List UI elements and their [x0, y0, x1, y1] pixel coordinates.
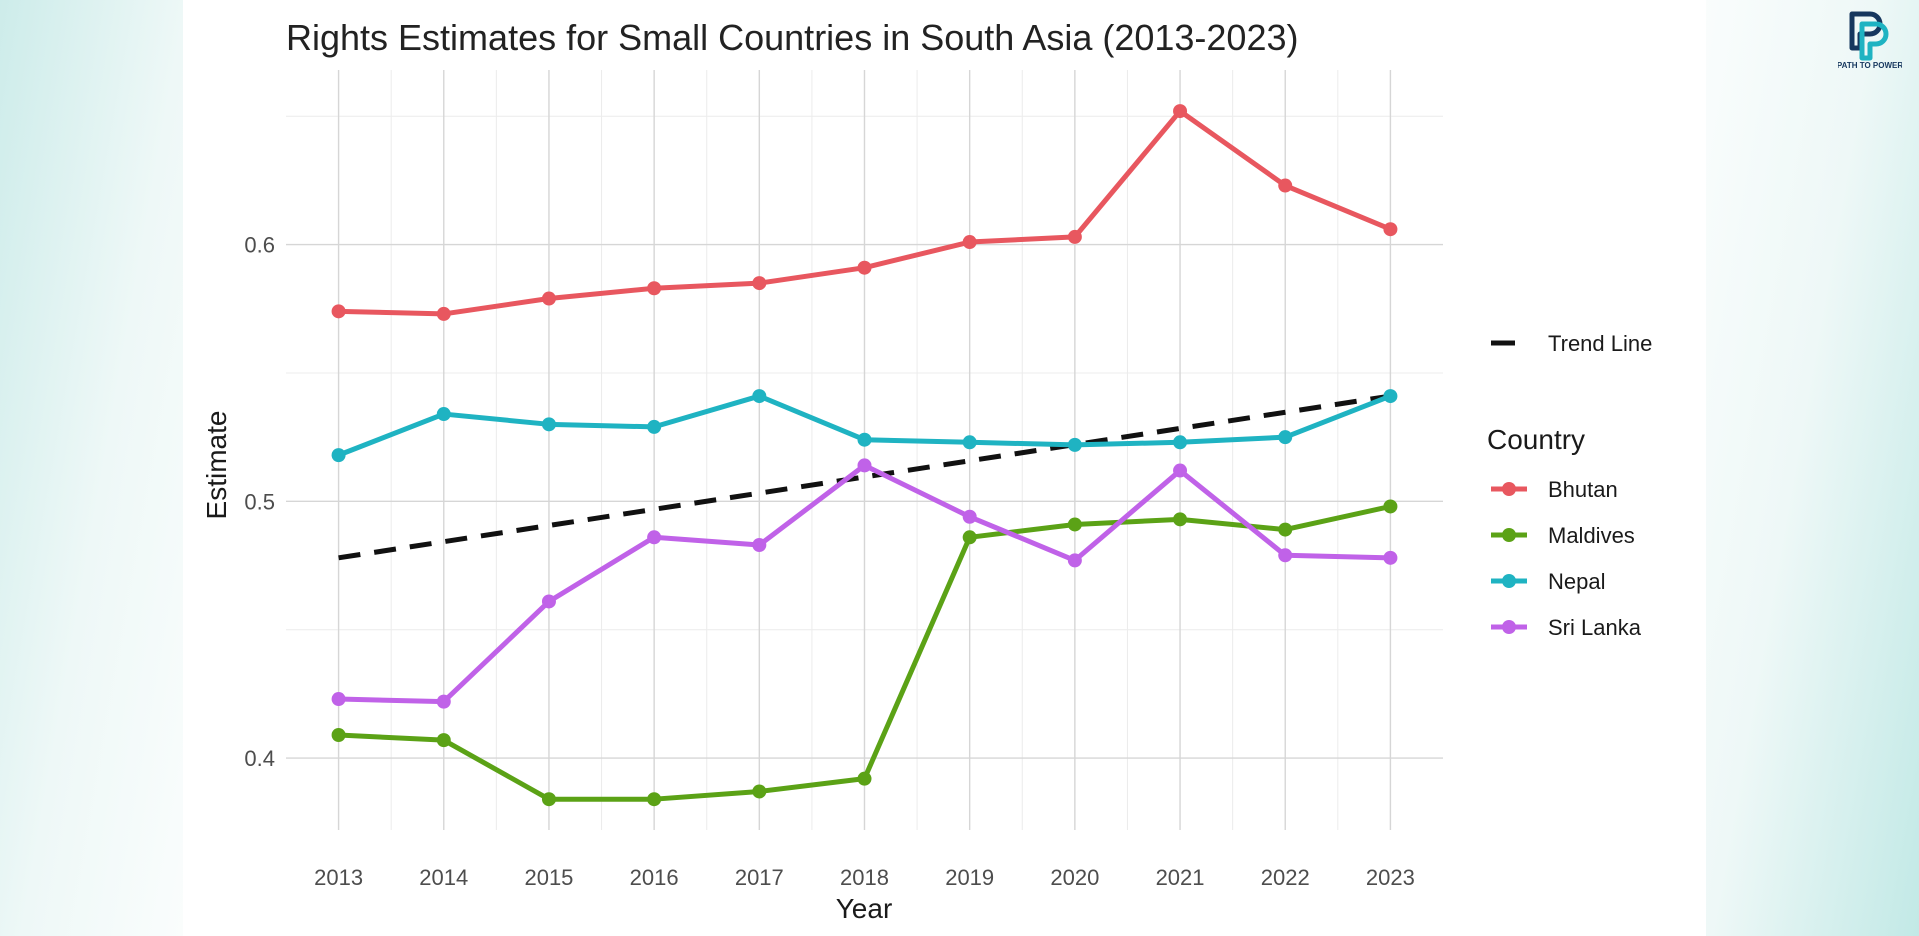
data-point-sri-lanka [1173, 463, 1188, 478]
series-layer [331, 104, 1398, 807]
x-tick-label: 2021 [1156, 865, 1205, 890]
legend-key-dot-bhutan [1502, 482, 1516, 496]
data-point-nepal [1173, 435, 1188, 450]
x-tick-label: 2015 [524, 865, 573, 890]
x-tick-label: 2019 [945, 865, 994, 890]
data-point-sri-lanka [752, 538, 767, 552]
data-point-sri-lanka [962, 509, 977, 524]
data-point-sri-lanka [1278, 548, 1293, 563]
data-point-maldives [857, 771, 872, 786]
legend-items: Bhutan Maldives Nepal Sri Lanka [1491, 477, 1642, 640]
series-sri-lanka [331, 458, 1398, 709]
data-point-nepal [857, 432, 872, 447]
chart-title: Rights Estimates for Small Countries in … [286, 17, 1298, 58]
data-point-nepal [1067, 437, 1082, 452]
data-point-maldives [1067, 517, 1082, 532]
data-point-bhutan [1383, 222, 1398, 237]
y-tick-label: 0.4 [244, 746, 275, 771]
data-point-nepal [436, 407, 451, 422]
data-point-sri-lanka [436, 694, 451, 709]
data-point-nepal [331, 448, 346, 463]
x-tick-label: 2018 [840, 865, 889, 890]
logo-mark-back [1859, 21, 1889, 61]
data-point-maldives [1278, 522, 1293, 537]
data-point-nepal [1383, 389, 1398, 404]
data-point-maldives [436, 733, 451, 748]
data-point-bhutan [962, 235, 977, 250]
data-point-bhutan [857, 260, 872, 275]
y-tick-label: 0.5 [244, 489, 275, 514]
data-point-sri-lanka [857, 458, 872, 473]
legend-label-maldives: Maldives [1548, 523, 1635, 548]
data-point-maldives [752, 784, 767, 799]
data-point-maldives [1383, 499, 1398, 514]
data-point-bhutan [541, 291, 556, 306]
data-point-nepal [541, 417, 556, 432]
data-point-bhutan [1278, 178, 1293, 193]
series-bhutan [331, 104, 1398, 321]
y-axis-title: Estimate [201, 411, 232, 520]
data-point-maldives [647, 792, 662, 807]
chart: 2013 2014 2015 2016 2017 2018 2019 2020 2021 2022… [201, 17, 1652, 924]
data-point-maldives [1173, 512, 1188, 527]
x-tick-label: 2023 [1366, 865, 1415, 890]
x-tick-label: 2016 [630, 865, 679, 890]
data-point-sri-lanka [1067, 553, 1082, 568]
path-to-power-logo: PATH TO POWER [1838, 11, 1902, 70]
legend-label-bhutan: Bhutan [1548, 477, 1618, 502]
y-tick-label: 0.6 [244, 233, 275, 258]
data-point-sri-lanka [541, 594, 556, 609]
x-tick-label: 2020 [1050, 865, 1099, 890]
x-axis-title: Year [836, 893, 893, 924]
data-point-maldives [541, 792, 556, 807]
legend-key-dot-sri-lanka [1502, 620, 1516, 634]
grid [286, 70, 1443, 830]
series-maldives [331, 499, 1398, 807]
x-tick-label: 2014 [419, 865, 468, 890]
data-point-bhutan [1067, 229, 1082, 244]
slide-panel: 2013 2014 2015 2016 2017 2018 2019 2020 2021 2022… [183, 0, 1706, 936]
legend-key-dot-maldives [1502, 528, 1516, 542]
axes: 2013 2014 2015 2016 2017 2018 2019 2020 2021 2022… [244, 233, 1414, 890]
logo-text: PATH TO POWER [1838, 61, 1902, 70]
x-tick-label: 2017 [735, 865, 784, 890]
data-point-nepal [1278, 430, 1293, 445]
data-point-bhutan [752, 276, 767, 291]
data-point-nepal [752, 389, 767, 404]
data-point-bhutan [436, 306, 451, 321]
legend-key-dot-nepal [1502, 574, 1516, 588]
data-point-sri-lanka [647, 530, 662, 545]
legend-title: Country [1487, 424, 1585, 455]
data-point-bhutan [331, 304, 346, 319]
data-point-nepal [962, 435, 977, 450]
data-point-maldives [962, 530, 977, 545]
data-point-sri-lanka [1383, 550, 1398, 565]
series-nepal [331, 389, 1398, 463]
legend-trend-label: Trend Line [1548, 331, 1652, 356]
data-point-sri-lanka [331, 692, 346, 707]
x-tick-label: 2013 [314, 865, 363, 890]
data-point-maldives [331, 728, 346, 742]
data-point-bhutan [1173, 104, 1188, 119]
legend: Trend Line Country Bhutan Maldives Nepal Sr… [1487, 331, 1652, 640]
data-point-bhutan [647, 281, 662, 296]
x-tick-label: 2022 [1261, 865, 1310, 890]
legend-label-sri-lanka: Sri Lanka [1548, 615, 1642, 640]
legend-label-nepal: Nepal [1548, 569, 1605, 594]
data-point-nepal [647, 419, 662, 434]
